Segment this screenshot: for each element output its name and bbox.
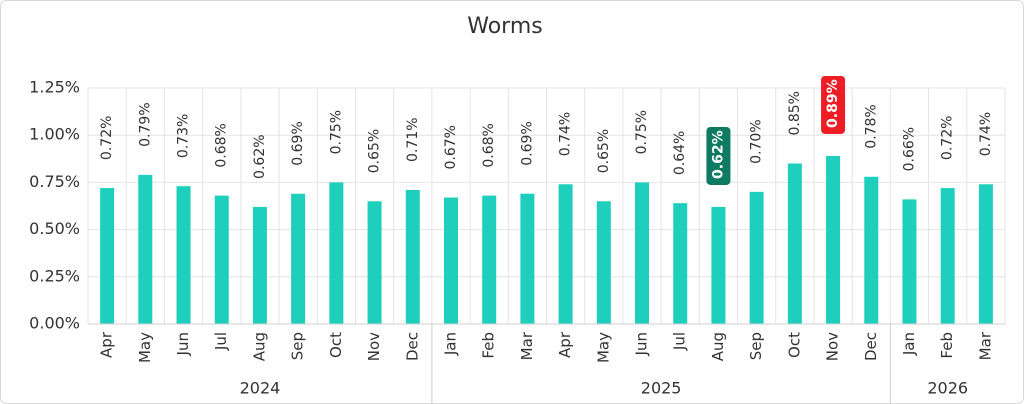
bar — [329, 182, 344, 324]
x-tick-label: Jun — [174, 332, 192, 356]
group-label: 2025 — [641, 379, 682, 398]
x-tick-label: Jul — [212, 332, 230, 351]
x-tick-label: Jan — [900, 332, 918, 356]
x-tick-label: May — [136, 332, 154, 363]
chart-title: Worms — [467, 14, 542, 39]
bar — [902, 199, 917, 324]
value-label: 0.64% — [672, 131, 688, 175]
y-tick-label: 0.50% — [29, 219, 80, 238]
bar — [176, 186, 191, 324]
x-tick-label: Sep — [747, 332, 765, 360]
x-tick-label: Jul — [671, 332, 689, 351]
bar — [443, 197, 458, 324]
value-label: 0.65% — [596, 129, 612, 173]
x-tick-label: Mar — [518, 331, 536, 360]
bar — [826, 155, 841, 324]
value-label: 0.74% — [558, 112, 574, 156]
bar — [978, 184, 993, 324]
bar — [940, 188, 955, 324]
bar — [138, 174, 153, 324]
value-label: 0.62% — [710, 130, 726, 179]
value-label: 0.69% — [290, 121, 306, 165]
value-label: 0.65% — [367, 129, 383, 173]
y-tick-label: 0.25% — [29, 266, 80, 285]
value-label: 0.89% — [825, 79, 841, 128]
bar — [673, 203, 688, 324]
value-label: 0.62% — [252, 134, 268, 178]
value-label: 0.85% — [787, 91, 803, 135]
x-tick-label: Jan — [441, 332, 459, 356]
bar — [864, 176, 879, 324]
value-label: 0.70% — [749, 119, 765, 163]
bar — [787, 163, 802, 324]
value-label: 0.79% — [137, 102, 153, 146]
y-tick-label: 0.00% — [29, 314, 80, 333]
value-label: 0.68% — [214, 123, 230, 167]
value-label: 0.73% — [176, 114, 192, 158]
x-tick-label: Oct — [327, 332, 345, 358]
bar — [100, 188, 115, 324]
x-tick-label: Mar — [976, 331, 994, 360]
bar — [558, 184, 573, 324]
y-tick-label: 1.00% — [29, 125, 80, 144]
value-label: 0.71% — [405, 117, 421, 161]
x-tick-label: Apr — [556, 331, 574, 358]
value-label-badge — [821, 75, 846, 134]
value-label: 0.78% — [863, 104, 879, 148]
x-tick-label: Sep — [289, 332, 307, 360]
value-label: 0.69% — [519, 121, 535, 165]
x-tick-label: Dec — [403, 332, 421, 361]
value-label: 0.72% — [940, 116, 956, 160]
value-label-badge — [706, 126, 731, 185]
bar — [482, 195, 497, 324]
x-tick-label: Aug — [250, 332, 268, 361]
value-label: 0.68% — [481, 123, 497, 167]
group-label: 2024 — [240, 379, 281, 398]
x-tick-label: May — [594, 332, 612, 363]
x-tick-label: Jun — [633, 332, 651, 356]
bar — [711, 206, 726, 324]
value-label: 0.66% — [901, 127, 917, 171]
group-label: 2026 — [927, 379, 968, 398]
x-tick-label: Oct — [785, 332, 803, 358]
value-label: 0.72% — [99, 116, 115, 160]
bar — [367, 201, 382, 324]
x-tick-label: Feb — [480, 332, 498, 359]
bar — [405, 189, 420, 324]
y-tick-label: 1.25% — [29, 78, 80, 97]
value-label: 0.67% — [443, 125, 459, 169]
x-tick-label: Nov — [824, 332, 842, 361]
x-tick-label: Aug — [709, 332, 727, 361]
value-label: 0.75% — [634, 110, 650, 154]
x-tick-label: Nov — [365, 332, 383, 361]
value-label: 0.74% — [978, 112, 994, 156]
x-tick-label: Apr — [98, 331, 116, 358]
bar — [252, 206, 267, 324]
bar — [749, 191, 764, 324]
y-tick-label: 0.75% — [29, 172, 80, 191]
value-label: 0.75% — [328, 110, 344, 154]
x-tick-label: Dec — [862, 332, 880, 361]
x-tick-label: Feb — [938, 332, 956, 359]
bar — [291, 193, 306, 324]
bar — [635, 182, 650, 324]
bar — [596, 201, 611, 324]
bar — [520, 193, 535, 324]
bar — [214, 195, 229, 324]
